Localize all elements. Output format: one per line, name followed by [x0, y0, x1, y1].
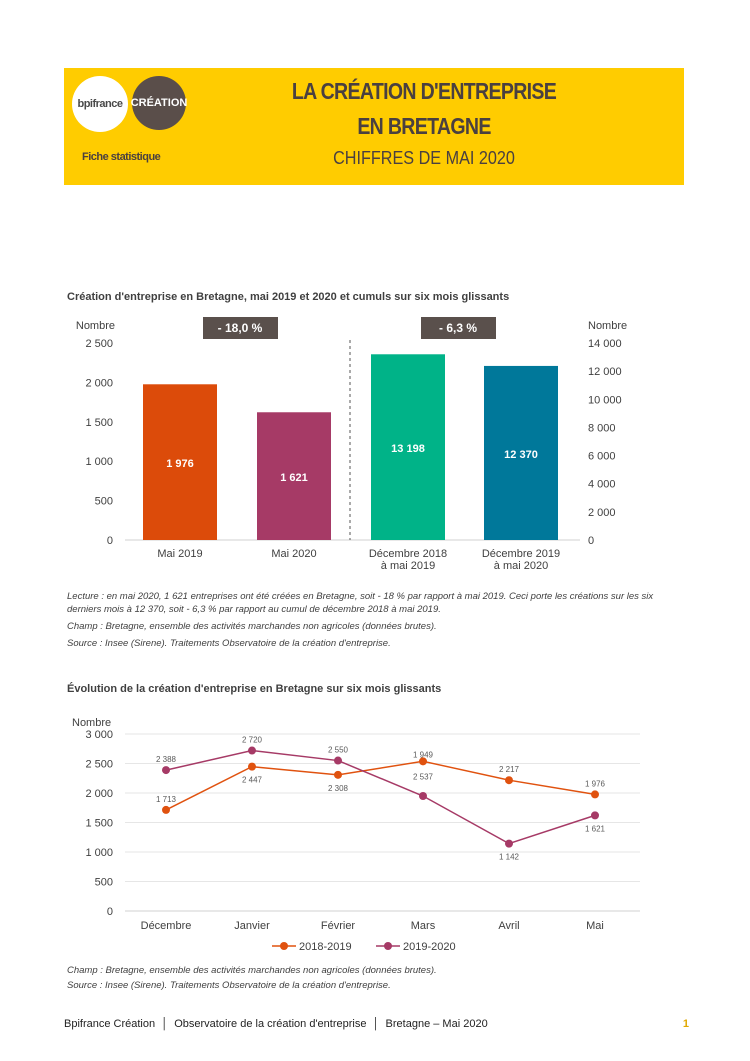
data-label: 2 720	[242, 736, 263, 745]
data-point	[334, 756, 342, 765]
y-tick-right: 10 000	[588, 394, 622, 406]
series-line	[165, 749, 596, 845]
y-tick: 3 000	[85, 729, 113, 741]
y-tick-right: 4 000	[588, 479, 616, 491]
bpifrance-logo: bpifrance	[72, 76, 128, 132]
y-tick: 0	[107, 906, 113, 918]
legend-marker	[384, 942, 392, 950]
y-tick: 2 500	[85, 759, 113, 771]
bar	[257, 412, 331, 540]
x-tick-label: Décembre	[141, 920, 192, 932]
x-tick-label: à mai 2019	[381, 560, 435, 572]
data-label: 1 713	[156, 795, 177, 804]
data-point	[162, 766, 170, 775]
data-label: 1 976	[585, 779, 606, 788]
x-tick-label: Janvier	[234, 920, 270, 932]
x-tick-label: Mai 2020	[271, 548, 316, 560]
y-axis-left-label: Nombre	[76, 320, 115, 332]
x-tick-label: Mars	[411, 920, 436, 932]
data-point	[505, 776, 513, 785]
y-tick-right: 0	[588, 535, 594, 547]
y-tick-left: 2 500	[85, 338, 113, 350]
bar-value-label: 1 976	[166, 458, 194, 470]
lecture-note: Lecture : en mai 2020, 1 621 entreprises…	[67, 591, 654, 615]
data-label: 1 949	[413, 750, 434, 759]
x-tick-label: Février	[321, 920, 356, 932]
bar-value-label: 1 621	[280, 472, 308, 484]
data-point	[334, 770, 342, 779]
bar-value-label: 13 198	[391, 443, 425, 455]
page-number: 1	[682, 1018, 689, 1030]
line-chart: Nombre 0 500 1 000 1 500 2 000 2 500 3 000 Décem…	[72, 717, 640, 953]
champ-note-2: Champ : Bretagne, ensemble des activités…	[67, 965, 437, 976]
y-tick-left: 1 500	[85, 417, 113, 429]
y-tick: 1 000	[85, 847, 113, 859]
y-tick-right: 14 000	[588, 338, 622, 350]
legend-label: 2019-2020	[403, 941, 456, 953]
chart1-title: Création d'entreprise en Bretagne, mai 2…	[67, 291, 510, 303]
bar	[371, 354, 445, 540]
y-tick-right: 2 000	[588, 507, 616, 519]
x-tick-label: Décembre 2018	[369, 548, 447, 560]
data-point	[248, 762, 256, 771]
y-tick-left: 500	[95, 496, 113, 508]
chart2-title: Évolution de la création d'entreprise en…	[67, 683, 442, 695]
y-tick-left: 2 000	[85, 377, 113, 389]
title-line1: LA CRÉATION D'ENTREPRISE	[291, 78, 557, 104]
y-tick-right: 8 000	[588, 422, 616, 434]
change-badge	[421, 317, 496, 339]
bar-chart: Nombre Nombre 0 500 1 000 1 500 2 000 2 500 0 2 0…	[76, 317, 627, 572]
data-point	[419, 757, 427, 766]
legend-marker	[280, 942, 288, 950]
x-tick-label: Décembre 2019	[482, 548, 560, 560]
bar	[143, 384, 217, 540]
creation-logo: CRÉATION	[131, 76, 187, 130]
series-line	[165, 760, 596, 811]
data-label: 1 621	[585, 824, 606, 833]
data-point	[505, 839, 513, 848]
data-label: 2 388	[156, 755, 177, 764]
champ-note: Champ : Bretagne, ensemble des activités…	[67, 621, 437, 632]
footer: Bpifrance Création │ Observatoire de la …	[64, 1018, 689, 1030]
subtitle: CHIFFRES DE MAI 2020	[333, 148, 515, 168]
change-badge-label: - 18,0 %	[218, 321, 263, 335]
data-point	[248, 746, 256, 755]
header-banner: bpifrance CRÉATION Fiche statistique LA …	[64, 68, 684, 185]
x-tick-label: Mai 2019	[157, 548, 202, 560]
data-label: 2 447	[242, 776, 263, 785]
data-label: 2 537	[413, 772, 434, 781]
fiche-label: Fiche statistique	[82, 151, 161, 163]
data-point	[162, 805, 170, 814]
y-tick-left: 0	[107, 535, 113, 547]
data-label: 2 550	[328, 746, 349, 755]
bar-value-label: 12 370	[504, 449, 538, 461]
y-tick: 2 000	[85, 788, 113, 800]
x-tick-label: à mai 2020	[494, 560, 548, 572]
data-point	[591, 790, 599, 799]
y-axis-right-label: Nombre	[588, 320, 627, 332]
change-badge-label: - 6,3 %	[439, 321, 477, 335]
title-line2: EN BRETAGNE	[357, 113, 491, 139]
legend-label: 2018-2019	[299, 941, 352, 953]
x-tick-label: Mai	[586, 920, 604, 932]
data-label: 2 308	[328, 784, 349, 793]
y-tick-right: 6 000	[588, 451, 616, 463]
source-note-2: Source : Insee (Sirene). Traitements Obs…	[67, 980, 391, 991]
y-tick: 500	[95, 877, 113, 889]
data-label: 2 217	[499, 765, 520, 774]
source-note: Source : Insee (Sirene). Traitements Obs…	[67, 638, 391, 649]
y-axis-label: Nombre	[72, 717, 111, 729]
y-tick-left: 1 000	[85, 456, 113, 468]
data-point	[419, 792, 427, 801]
x-tick-label: Avril	[498, 920, 519, 932]
y-tick: 1 500	[85, 818, 113, 830]
data-point	[591, 811, 599, 820]
footer-text: Bpifrance Création │ Observatoire de la …	[64, 1018, 488, 1030]
data-label: 1 142	[499, 853, 520, 862]
y-tick-right: 12 000	[588, 366, 622, 378]
change-badge	[203, 317, 278, 339]
bar	[484, 365, 558, 540]
